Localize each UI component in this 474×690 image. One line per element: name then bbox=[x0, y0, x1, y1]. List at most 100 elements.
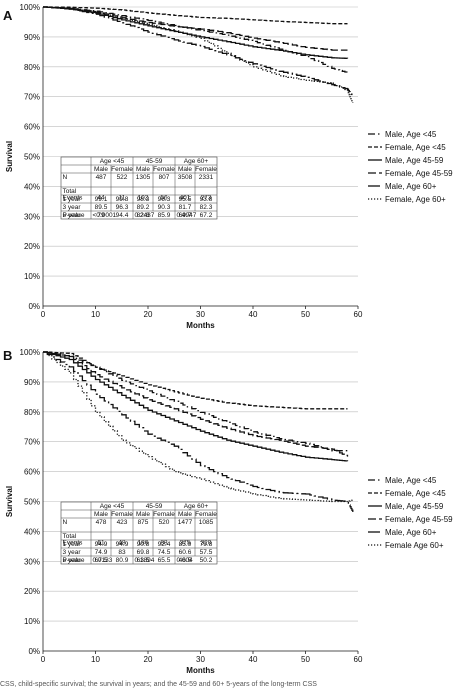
table-cell: 79.8 bbox=[200, 541, 213, 548]
panel-label: B bbox=[3, 348, 12, 363]
series-line-6 bbox=[43, 6, 354, 103]
table-sub-header: Female bbox=[153, 511, 175, 518]
table-group-header: Age <45 bbox=[100, 158, 125, 165]
table-group-header: Age <45 bbox=[100, 503, 125, 510]
x-tick-label: 0 bbox=[41, 310, 46, 319]
table-cell: 875 bbox=[138, 519, 149, 526]
legend-label: Female, Age 60+ bbox=[385, 195, 446, 204]
table-sub-header: Male bbox=[94, 511, 108, 518]
table-cell: 90.3 bbox=[158, 204, 171, 211]
table-cell: 85.9 bbox=[158, 212, 171, 219]
legend-label: Female, Age <45 bbox=[385, 489, 446, 498]
table-sub-header: Male bbox=[178, 166, 192, 173]
x-tick-label: 30 bbox=[196, 655, 205, 664]
legend-label: Male, Age <45 bbox=[385, 476, 437, 485]
panel-label: A bbox=[3, 8, 13, 23]
table-cell: 99.1 bbox=[95, 196, 108, 203]
table-cell: 99.8 bbox=[116, 196, 129, 203]
table-sub-header: Female bbox=[111, 166, 133, 173]
y-tick-label: 40% bbox=[24, 182, 40, 191]
y-tick-label: 0% bbox=[28, 302, 40, 311]
table-cell: 44 bbox=[97, 195, 105, 202]
x-tick-label: 10 bbox=[91, 655, 100, 664]
table-cell: 63.5 bbox=[137, 557, 150, 564]
y-tick-label: 100% bbox=[20, 348, 40, 357]
table-pvalue: 0.4947 bbox=[177, 212, 197, 219]
table-cell: 56 bbox=[160, 195, 168, 202]
legend-label: Male, Age 45-59 bbox=[385, 502, 444, 511]
table-sub-header: Male bbox=[136, 511, 150, 518]
table-cell: 423 bbox=[117, 519, 128, 526]
x-axis-label: Months bbox=[186, 321, 215, 330]
table-cell: 74.5 bbox=[158, 549, 171, 556]
y-axis-label: Survival bbox=[5, 486, 14, 517]
series-line-3 bbox=[43, 6, 349, 59]
y-tick-label: 10% bbox=[24, 617, 40, 626]
table-cell: 807 bbox=[159, 174, 170, 181]
table-cell: 2331 bbox=[199, 174, 214, 181]
y-tick-label: 20% bbox=[24, 242, 40, 251]
series-line-2 bbox=[43, 351, 348, 410]
y-tick-label: 70% bbox=[24, 93, 40, 102]
table-row-label: 1 year bbox=[63, 196, 82, 203]
summary-table: Age <45 45-59 Age 60+Male Female Male Female M… bbox=[60, 501, 218, 565]
table-cell: 82.3 bbox=[200, 204, 213, 211]
x-tick-label: 20 bbox=[144, 310, 153, 319]
table-cell: 80.9 bbox=[116, 557, 129, 564]
table-pvalue: 0.2437 bbox=[135, 212, 155, 219]
table-row-label: Total bbox=[63, 188, 77, 195]
panel-b: B 0% 10% 20% 30% 40% 50% 60% 70% 80% 90% 100% 0 10 20 3… bbox=[3, 348, 453, 675]
table-cell: 3508 bbox=[178, 174, 193, 181]
table-cell: 375 bbox=[180, 540, 191, 547]
table-sub-header: Male bbox=[94, 166, 108, 173]
table-cell: 92.4 bbox=[158, 541, 171, 548]
table-cell: 50.2 bbox=[200, 557, 213, 564]
x-tick-label: 50 bbox=[301, 655, 310, 664]
table-cell: 48 bbox=[118, 540, 126, 547]
table-row-label: Total bbox=[63, 533, 77, 540]
table-sub-header: Female bbox=[195, 511, 217, 518]
table-cell: 102 bbox=[138, 195, 149, 202]
y-tick-label: 40% bbox=[24, 527, 40, 536]
series-line-2 bbox=[43, 6, 348, 25]
y-tick-label: 50% bbox=[24, 153, 40, 162]
table-sub-header: Female bbox=[111, 511, 133, 518]
figure-caption: CSS, child-specific survival; the surviv… bbox=[0, 681, 317, 688]
x-tick-label: 50 bbox=[301, 310, 310, 319]
table-cell: 89.5 bbox=[95, 204, 108, 211]
table-cell: 79 bbox=[97, 212, 105, 219]
y-tick-label: 80% bbox=[24, 408, 40, 417]
summary-table: Age <45 45-59 Age 60+Male Female Male Female M… bbox=[60, 156, 218, 220]
table-cell: 1477 bbox=[178, 519, 193, 526]
table-cell: 94.9 bbox=[116, 541, 129, 548]
series-line-4 bbox=[43, 351, 349, 457]
x-tick-label: 10 bbox=[91, 310, 100, 319]
table-cell: 93.8 bbox=[200, 196, 213, 203]
table-group-header: 45-59 bbox=[146, 158, 163, 165]
table-cell: 65.5 bbox=[158, 557, 171, 564]
table-cell: 320 bbox=[201, 540, 212, 547]
series-line-1 bbox=[43, 351, 348, 452]
table-row-label: 3 year bbox=[63, 549, 82, 556]
table-cell: 82.8 bbox=[137, 212, 150, 219]
table-cell: 95.5 bbox=[179, 196, 192, 203]
table-cell: 67.5 bbox=[95, 557, 108, 564]
table-pvalue: 0.1894 bbox=[135, 557, 155, 564]
table-cell: 69.8 bbox=[137, 549, 150, 556]
table-cell: 401 bbox=[180, 195, 191, 202]
table-cell: 61 bbox=[97, 540, 105, 547]
y-tick-label: 90% bbox=[24, 33, 40, 42]
series-line-5 bbox=[43, 6, 354, 97]
table-cell: 96.3 bbox=[158, 196, 171, 203]
y-tick-label: 100% bbox=[20, 3, 40, 12]
table-cell: 60.6 bbox=[179, 549, 192, 556]
table-sub-header: Male bbox=[136, 166, 150, 173]
table-cell: 1305 bbox=[136, 174, 151, 181]
y-tick-label: 80% bbox=[24, 63, 40, 72]
table-group-header: 45-59 bbox=[146, 503, 163, 510]
table-row-label: Events bbox=[63, 540, 84, 547]
table-pvalue: <0.0001 bbox=[93, 212, 117, 219]
legend-label: Male, Age 60+ bbox=[385, 182, 437, 191]
table-cell: 81.7 bbox=[179, 204, 192, 211]
